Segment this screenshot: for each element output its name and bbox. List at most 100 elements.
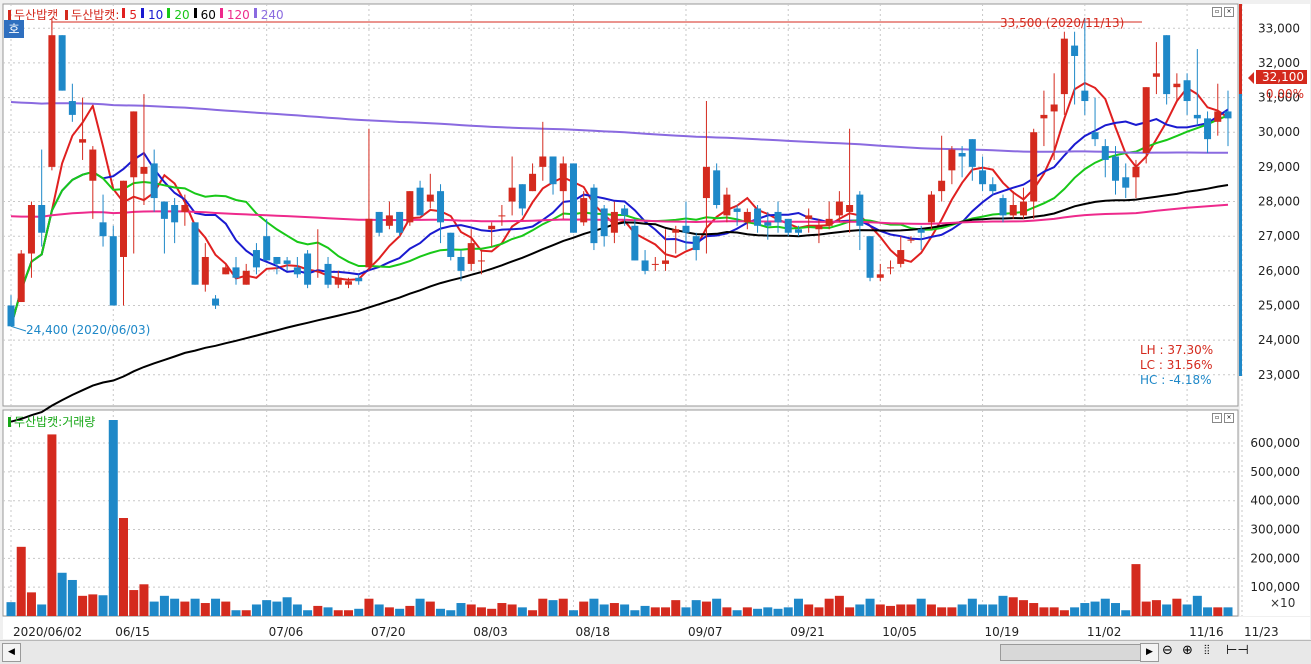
volume-bar [599, 604, 609, 616]
volume-bar [967, 598, 977, 616]
candle-body [600, 208, 608, 237]
price-tick-label: 29,000 [1258, 160, 1300, 174]
volume-bar [303, 610, 313, 616]
volume-pane-restore-icon[interactable]: ▫ [1212, 413, 1222, 423]
volume-bar [609, 603, 619, 616]
volume-pane-close-icon[interactable]: × [1224, 413, 1234, 423]
volume-bar [1141, 601, 1151, 616]
candle-body [559, 163, 567, 192]
candle-body [549, 156, 557, 185]
bar-density-icon[interactable]: ⦙⦙ [1204, 643, 1210, 658]
legend-ma-marker [141, 7, 145, 18]
candle-body [344, 281, 352, 285]
candle-body [181, 205, 189, 212]
volume-bar [773, 608, 783, 616]
candle-body [569, 163, 577, 233]
candle-body [109, 236, 117, 306]
ma-line-240 [10, 101, 1228, 154]
volume-bar [1223, 607, 1233, 616]
horizontal-scrollbar[interactable]: ◀ ▶ ⊖ ⊕ ⦙⦙ ⊢⊣ [0, 640, 1311, 664]
volume-bar [650, 607, 660, 616]
scroll-right-icon[interactable]: ▶ [1140, 643, 1159, 662]
legend-price-name: 두산밥캣 [14, 8, 59, 22]
candle-body [1224, 111, 1232, 119]
volume-bar [88, 594, 98, 616]
candle-body [1019, 201, 1027, 216]
volume-bar [937, 607, 947, 616]
candle-body [610, 211, 618, 233]
price-tick-label: 23,000 [1258, 368, 1300, 382]
candle-body [508, 187, 516, 202]
x-tick-label: 11/02 [1087, 625, 1122, 639]
volume-bar [1172, 598, 1182, 616]
candle-body [866, 236, 874, 278]
volume-bar [313, 605, 323, 616]
candle-body [641, 260, 649, 271]
scroll-thumb[interactable] [1000, 644, 1142, 661]
candle-body [825, 218, 833, 226]
volume-bar [926, 604, 936, 616]
volume-bar [384, 607, 394, 616]
candle-body [48, 35, 56, 167]
candle-body [938, 180, 946, 192]
volume-bar [57, 572, 67, 616]
period-slider-icon[interactable]: ⊢⊣ [1226, 643, 1249, 658]
candle-body [467, 243, 475, 264]
volume-bar [722, 607, 732, 616]
ma-line-60 [10, 184, 1229, 423]
candle-body [989, 184, 997, 192]
axis-rail-down [1239, 94, 1242, 376]
candle-body [334, 277, 342, 285]
volume-bar [886, 605, 896, 616]
scroll-left-icon[interactable]: ◀ [2, 643, 21, 662]
candle-body [529, 173, 537, 192]
volume-bar [793, 598, 803, 616]
zoom-out-icon[interactable]: ⊖ [1162, 643, 1173, 658]
volume-tick-label: 600,000 [1250, 436, 1300, 450]
volume-tick-label: 400,000 [1250, 494, 1300, 508]
candle-body [1214, 111, 1222, 122]
candle-body [917, 229, 925, 233]
volume-bar [978, 604, 988, 616]
volume-bar [446, 610, 456, 616]
volume-bar [476, 607, 486, 616]
candle-body [447, 232, 455, 257]
volume-bar [1070, 607, 1080, 616]
legend-ma-prefix: 두산밥캣: [71, 8, 120, 22]
price-pane-close-icon[interactable]: × [1224, 7, 1234, 17]
volume-bar [251, 604, 261, 616]
candle-body [222, 267, 230, 275]
candle-body [252, 250, 260, 268]
volume-bar [1080, 603, 1090, 616]
candle-body [580, 198, 588, 223]
candle-body [437, 191, 445, 223]
legend-ma-marker [253, 7, 257, 18]
price-pane-restore-icon[interactable]: ▫ [1212, 7, 1222, 17]
candle-body [1173, 83, 1181, 88]
volume-bar [558, 598, 568, 616]
legend-ma-label: 10 [148, 7, 164, 22]
x-tick-label: 06/15 [115, 625, 150, 639]
candle-body [692, 236, 700, 251]
candle-body [672, 229, 680, 233]
volume-bar [415, 598, 425, 616]
volume-bar [67, 579, 77, 616]
volume-bar [691, 600, 701, 616]
volume-bar [814, 607, 824, 616]
zoom-in-icon[interactable]: ⊕ [1182, 643, 1193, 658]
side-tag[interactable]: 호 [4, 20, 24, 38]
volume-tick-label: 200,000 [1250, 551, 1300, 565]
volume-bar [241, 610, 251, 616]
candle-body [621, 208, 629, 216]
volume-bar [211, 598, 221, 616]
volume-bar [640, 605, 650, 616]
volume-bar [804, 604, 814, 616]
volume-pane [2, 409, 1239, 617]
candle-body [27, 205, 35, 254]
candle-body [160, 201, 168, 219]
candle-body [293, 267, 301, 275]
candle-body [948, 149, 956, 171]
candle-body [406, 191, 414, 223]
candle-body [815, 225, 823, 230]
candle-body [1112, 156, 1120, 181]
